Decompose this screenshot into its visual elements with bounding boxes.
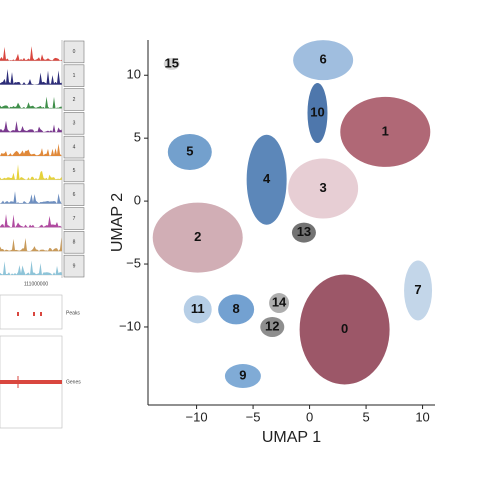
track-label-box [63, 183, 85, 206]
y-tick-label: 10 [127, 67, 141, 82]
track-label: 3 [73, 121, 76, 127]
cluster [307, 83, 328, 143]
cluster-label: 3 [320, 180, 327, 195]
track-label-box [63, 159, 85, 183]
peak [33, 312, 35, 316]
track-label-box [63, 112, 85, 135]
track-label: 4 [73, 144, 76, 150]
track-label: 6 [73, 192, 76, 198]
cluster [269, 293, 290, 314]
cluster-label: 9 [239, 367, 246, 382]
gene [0, 380, 62, 384]
track-signal [0, 214, 62, 228]
y-axis-label: UMAP 2 [109, 193, 126, 252]
cluster-label: 13 [297, 224, 311, 239]
track-signal [0, 120, 62, 133]
cluster [288, 158, 359, 219]
cluster-label: 15 [164, 55, 178, 70]
track-label: 0 [73, 49, 76, 55]
track-label-box [63, 231, 85, 254]
cluster-label: 12 [265, 318, 279, 333]
track-panel: 111000000 Peaks Genes 0 1 2 3 4 5 6 7 8 9 [0, 40, 85, 429]
cluster-label: 8 [233, 301, 240, 316]
y-tick-label: 0 [134, 193, 141, 208]
x-tick-label: −10 [186, 409, 208, 424]
track-label: 1 [73, 73, 76, 79]
x-tick-label: 10 [415, 409, 429, 424]
y-tick-label: −5 [126, 255, 141, 270]
cluster [218, 294, 255, 325]
cluster [404, 260, 433, 321]
track-label-box [63, 64, 85, 87]
cluster-label: 5 [186, 143, 193, 158]
track-label: 2 [73, 97, 76, 103]
track-label-box [63, 207, 85, 230]
peak [40, 312, 42, 316]
cluster-label: 4 [263, 171, 271, 186]
cluster-label: 11 [191, 301, 205, 316]
cluster-label: 0 [341, 321, 348, 336]
coordinate-label: 111000000 [24, 281, 49, 287]
track-label: 8 [73, 240, 76, 246]
track-label: 5 [73, 168, 76, 174]
x-tick-label: 5 [362, 409, 369, 424]
track-signal [0, 96, 62, 109]
cluster [183, 295, 212, 324]
cluster [340, 96, 431, 167]
y-tick-label: −10 [119, 318, 141, 333]
cluster [152, 202, 243, 273]
peaks-box [0, 294, 63, 330]
cluster [293, 40, 354, 81]
x-axis-label: UMAP 1 [262, 429, 321, 446]
cluster [291, 222, 316, 243]
y-tick-label: 5 [134, 130, 141, 145]
cluster [299, 274, 390, 385]
cluster [246, 134, 287, 225]
x-tick-label: 0 [306, 409, 313, 424]
track-label: 7 [73, 216, 76, 222]
cluster-label: 7 [414, 282, 421, 297]
track-label-box [63, 135, 85, 159]
track-label-box [63, 40, 85, 64]
track-signal [0, 260, 62, 275]
track-signal [0, 143, 62, 156]
track-label-box [63, 254, 85, 278]
track-signal [0, 68, 62, 85]
cluster-label: 6 [320, 52, 327, 67]
track-label: 9 [73, 263, 76, 269]
track-signal [0, 191, 62, 204]
cluster [163, 57, 180, 70]
genes-label: Genes [66, 379, 81, 385]
cluster-label: 14 [272, 294, 287, 309]
peak [17, 312, 19, 316]
track-label-box [63, 88, 85, 111]
cluster-label: 2 [194, 229, 201, 244]
peaks-label: Peaks [66, 310, 80, 316]
cluster [167, 134, 212, 171]
x-tick-label: −5 [246, 409, 261, 424]
cluster-label: 10 [310, 104, 324, 119]
track-signal [0, 46, 62, 61]
cluster [224, 364, 261, 389]
cluster-label: 1 [382, 123, 389, 138]
cluster [260, 316, 285, 337]
track-signal [0, 237, 62, 252]
